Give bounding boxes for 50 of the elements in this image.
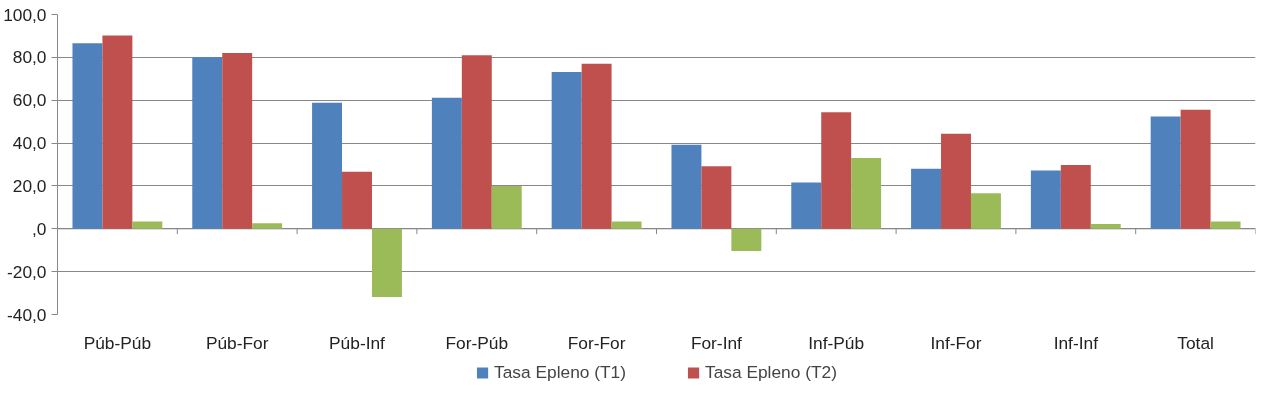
bar [72, 43, 103, 229]
x-tick-label: Púb-Púb [83, 332, 152, 353]
bar [791, 182, 822, 229]
x-tick-label: Inf-Inf [1053, 332, 1099, 353]
bar [371, 228, 402, 297]
x-tick-label: For-Inf [690, 332, 743, 353]
bar [461, 55, 492, 229]
y-tick-label: -20,0 [7, 261, 47, 282]
bar [312, 102, 343, 229]
y-tick-label: 100,0 [3, 4, 47, 25]
bar [1060, 164, 1091, 229]
y-tick-label: ,0 [32, 218, 47, 239]
bar [671, 144, 702, 229]
bar [192, 57, 223, 229]
bar [551, 71, 582, 229]
bar [970, 193, 1001, 229]
legend-label: Tasa Epleno (T2) [705, 361, 837, 383]
bar [342, 171, 372, 229]
bar [1180, 109, 1211, 229]
y-tick-label: 80,0 [12, 47, 47, 68]
y-tick-label: 40,0 [12, 133, 47, 154]
bar [132, 221, 163, 229]
bar [701, 166, 732, 229]
bar [102, 35, 133, 229]
bar [1090, 224, 1121, 229]
x-tick-label: Total [1177, 332, 1214, 353]
x-tick-label: Inf-Púb [808, 332, 865, 353]
bar [611, 221, 642, 229]
y-tick-label: 20,0 [12, 175, 47, 196]
x-tick-label: Púb-For [205, 332, 269, 353]
bar [1030, 170, 1061, 229]
x-tick-label: For-For [567, 332, 626, 353]
bar [581, 63, 612, 229]
bar [851, 158, 882, 229]
bar [1150, 116, 1181, 229]
x-tick-label: For-Púb [445, 332, 509, 353]
bar [491, 185, 522, 229]
bar [1210, 221, 1241, 229]
bar [821, 112, 852, 229]
x-tick-label: Púb-Inf [329, 332, 386, 353]
x-tick-label: Inf-For [930, 332, 982, 353]
bar [941, 133, 971, 229]
y-tick-label: -40,0 [7, 304, 47, 325]
y-tick-label: 60,0 [12, 90, 47, 111]
bar [222, 53, 253, 229]
bar [252, 223, 283, 229]
bar [731, 228, 762, 252]
bar [911, 168, 942, 229]
bar [431, 97, 462, 229]
legend-label: Tasa Epleno (T1) [494, 361, 626, 383]
